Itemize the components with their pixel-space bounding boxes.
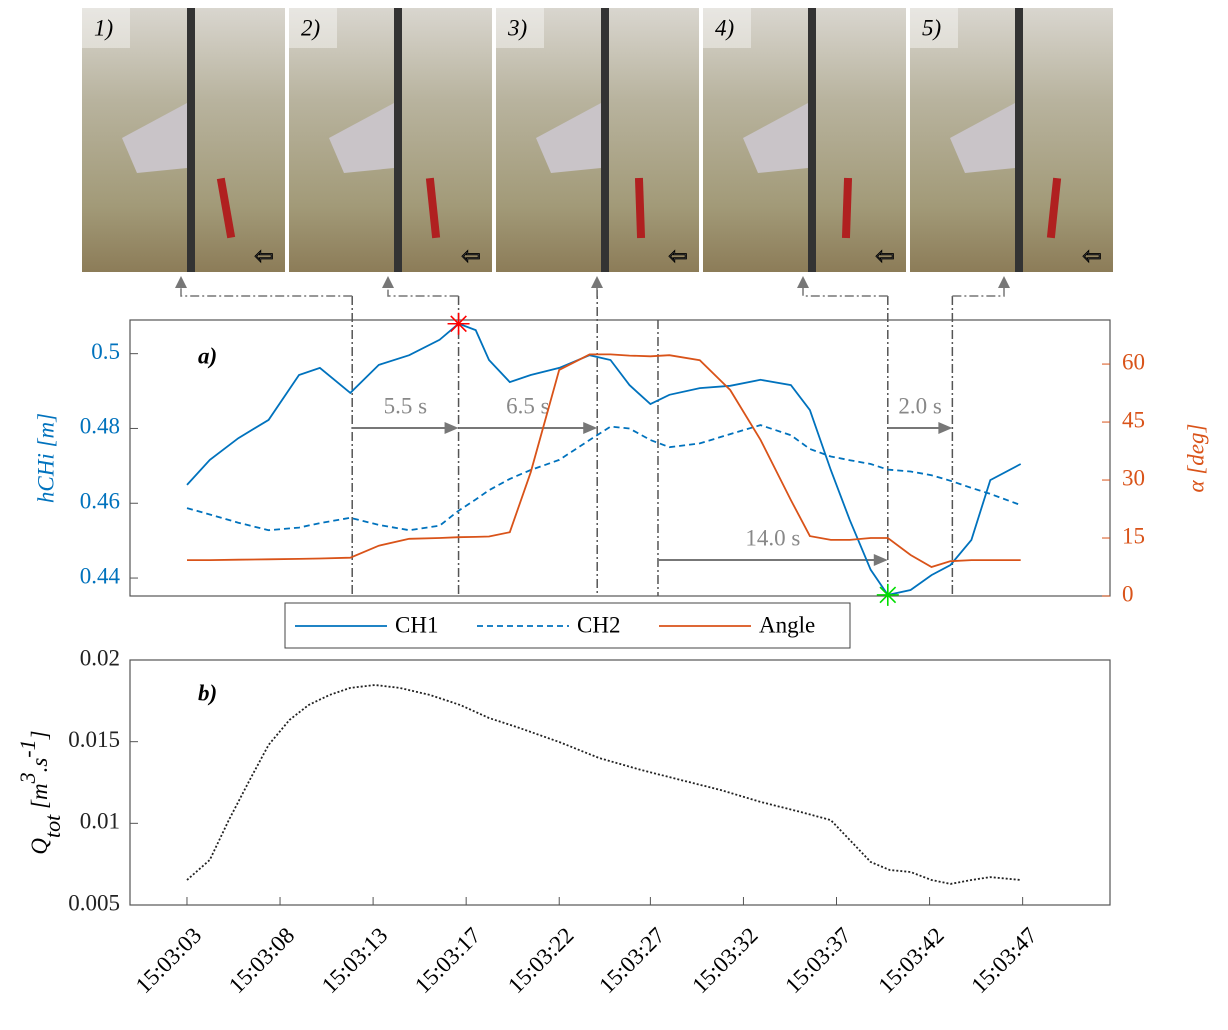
x-tick-label: 15:03:22 — [503, 923, 579, 999]
interval-label: 5.5 s — [384, 393, 428, 418]
x-tick-label: 15:03:27 — [594, 923, 670, 999]
photo-flap — [634, 177, 646, 239]
y-axis-label-part: .s — [27, 758, 52, 773]
photo-gate — [950, 103, 1015, 173]
arrow-icon: ⇦ — [461, 243, 480, 268]
y-axis-label: hCHi [m] — [33, 413, 58, 503]
y-tick-label: 0.02 — [80, 645, 120, 670]
series-line — [186, 424, 1022, 532]
photo-wall — [601, 8, 609, 272]
series-line — [187, 353, 1021, 568]
panel-label: b) — [198, 680, 217, 705]
interval-label: 6.5 s — [506, 393, 550, 418]
x-tick-label: 15:03:37 — [780, 923, 856, 999]
photo-wall — [808, 8, 816, 272]
y-tick-label: 0.01 — [80, 809, 120, 834]
x-tick-label: 15:03:42 — [873, 923, 949, 999]
x-tick-label: 15:03:17 — [410, 923, 486, 999]
y2-tick-label: 0 — [1122, 581, 1134, 606]
photo-gate — [743, 103, 808, 173]
y-tick-label: 0.46 — [80, 489, 120, 514]
y-axis-label: Qtot [m3.s-1] — [15, 730, 65, 854]
y-tick-label: 0.015 — [68, 727, 120, 752]
arrow-icon: ⇦ — [1082, 243, 1101, 268]
arrow-icon: ⇦ — [875, 243, 894, 268]
arrow-icon: ⇦ — [254, 243, 273, 268]
interval-arrowhead — [444, 422, 459, 434]
connector-head — [175, 276, 187, 288]
legend-label: Angle — [759, 612, 815, 637]
connector-head — [998, 276, 1010, 288]
series-line — [186, 684, 1021, 885]
photo-gate — [122, 103, 187, 173]
y2-tick-label: 15 — [1122, 523, 1145, 548]
y2-axis-label: α [deg] — [1183, 424, 1208, 493]
legend-label: CH1 — [395, 612, 438, 637]
y2-tick-label: 30 — [1122, 465, 1145, 490]
legend-label: CH2 — [577, 612, 620, 637]
y-axis-label-part: ] — [27, 730, 52, 740]
interval-label: 2.0 s — [898, 393, 942, 418]
x-tick-label: 15:03:32 — [687, 923, 763, 999]
photo-label: 2) — [301, 15, 320, 40]
photo-label-bg — [289, 8, 337, 48]
y-axis-label-part: 3 — [15, 772, 40, 784]
interval-label: 14.0 s — [745, 525, 800, 550]
y-axis-label-part: -1 — [15, 739, 40, 757]
x-tick-label: 15:03:13 — [317, 923, 393, 999]
plot-frame — [129, 659, 1111, 906]
x-tick-label: 15:03:47 — [966, 923, 1042, 999]
y2-tick-label: 60 — [1122, 349, 1145, 374]
photo-wall — [1015, 8, 1023, 272]
marker-star — [876, 583, 899, 606]
photo-wall — [187, 8, 195, 272]
photo-label-bg — [82, 8, 130, 48]
connector-head — [382, 276, 394, 288]
photo-flap — [1046, 177, 1062, 239]
plot-frame — [129, 319, 1111, 597]
x-tick-label: 15:03:08 — [224, 923, 300, 999]
photo-wall — [394, 8, 402, 272]
connector — [387, 288, 459, 297]
connector-head — [797, 276, 809, 288]
arrow-icon: ⇦ — [668, 243, 687, 268]
photo-label: 1) — [94, 15, 113, 40]
x-tick-label: 15:03:03 — [131, 923, 207, 999]
y-tick-label: 0.48 — [80, 414, 120, 439]
series-line — [186, 322, 1022, 596]
y-tick-label: 0.005 — [68, 890, 120, 915]
photo-label-bg — [910, 8, 958, 48]
y-axis-label-part: Q — [27, 838, 52, 855]
y-tick-label: 0.44 — [80, 563, 121, 588]
panel-label: a) — [198, 343, 217, 368]
y-axis-label-part: [m — [27, 783, 52, 814]
photo-gate — [536, 103, 601, 173]
marker-star — [447, 312, 470, 335]
photo-flap — [841, 177, 853, 239]
connector — [952, 288, 1005, 297]
interval-arrowhead — [938, 422, 953, 434]
interval-arrowhead — [583, 422, 598, 434]
photo-flap — [216, 177, 236, 239]
photo-label: 4) — [715, 15, 734, 40]
connector — [802, 288, 888, 297]
photo-gate — [329, 103, 394, 173]
photo-label-bg — [703, 8, 751, 48]
connector — [180, 288, 353, 297]
interval-arrowhead — [873, 554, 888, 566]
y-axis-label-part: tot — [40, 814, 65, 838]
connector-head — [591, 276, 603, 288]
photo-label: 3) — [507, 15, 527, 40]
photo-label-bg — [496, 8, 544, 48]
y-tick-label: 0.5 — [91, 339, 120, 364]
y2-tick-label: 45 — [1122, 407, 1145, 432]
photo-flap — [425, 177, 441, 239]
photo-label: 5) — [922, 15, 941, 40]
